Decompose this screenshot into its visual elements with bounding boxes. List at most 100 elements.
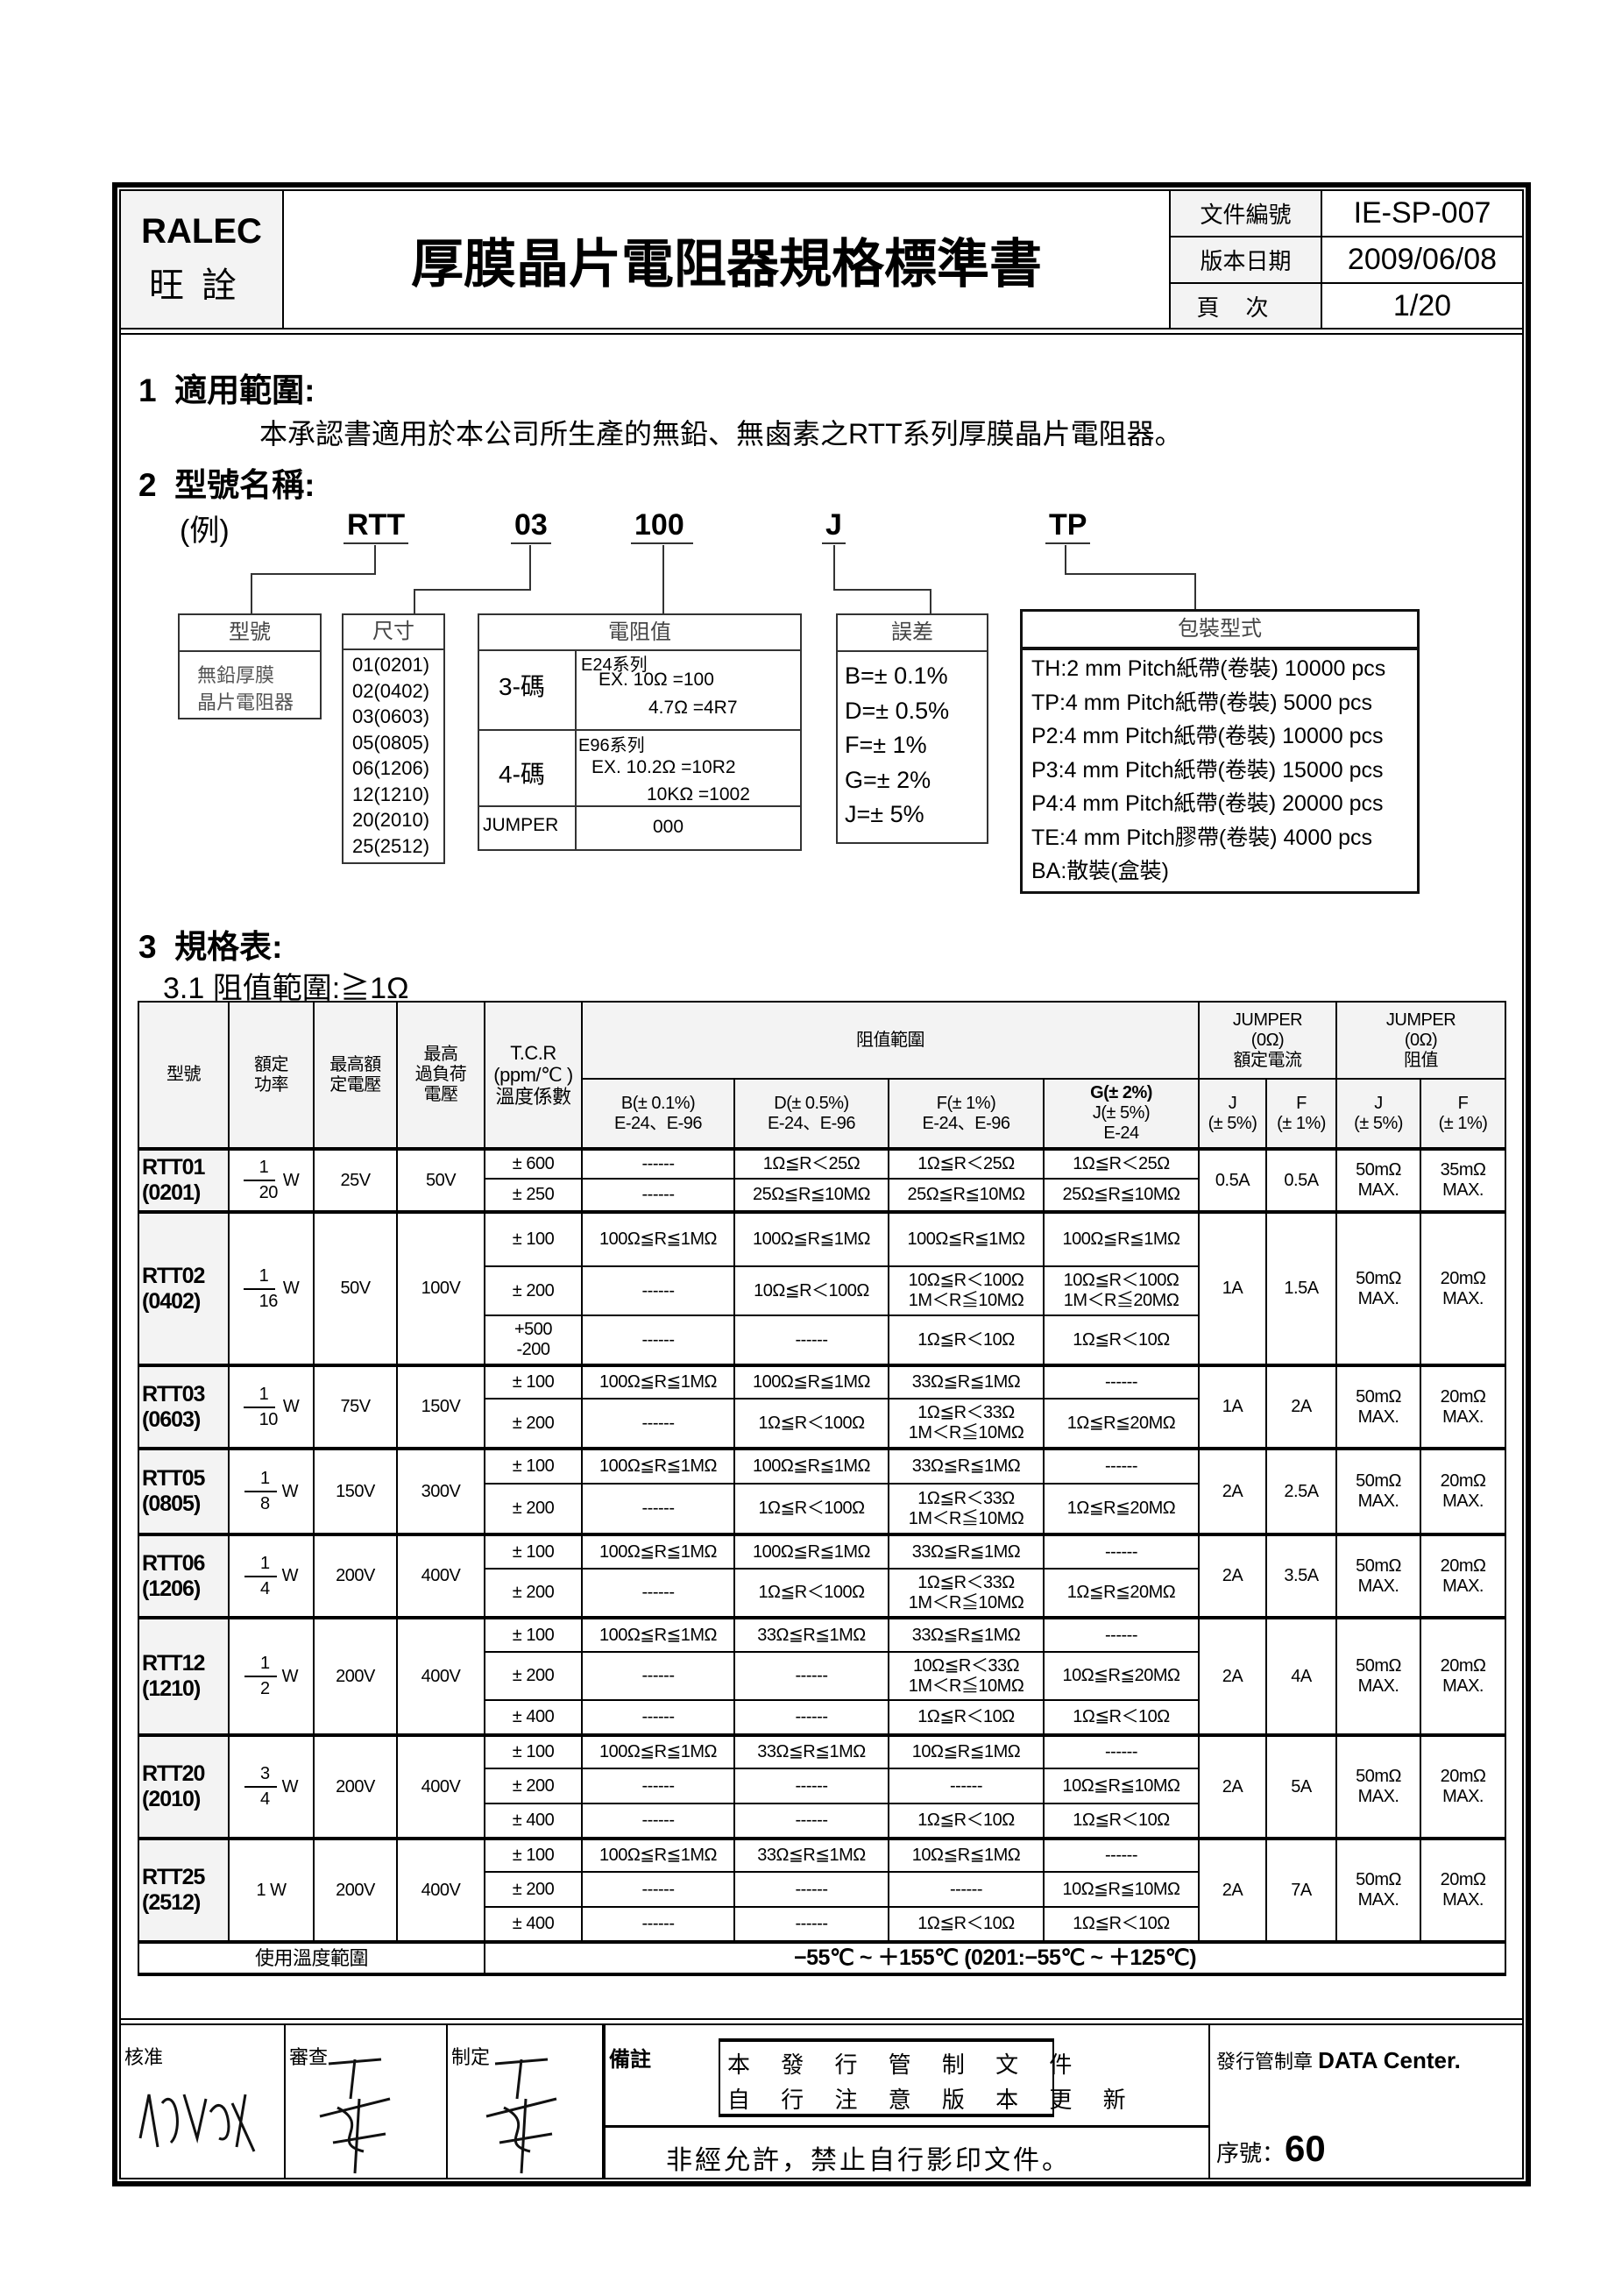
range-cell-f: 1Ω≦R＜10Ω: [888, 1699, 1045, 1736]
section1-heading: 1 適用範圍:: [138, 364, 315, 411]
packaging-box: 包裝型式 TH:2 mm Pitch紙帶(卷裝) 10000 pcs TP:4 m…: [1020, 609, 1420, 894]
range-cell-g: 1Ω≦R＜10Ω: [1043, 1315, 1200, 1366]
tcr-cell: +500 -200: [484, 1315, 583, 1366]
range-cell-b: ------: [581, 1568, 735, 1619]
range-cell-b: 100Ω≦R≦1MΩ: [581, 1210, 735, 1267]
power-numerator: 1: [243, 1385, 276, 1408]
voltage-cell: 200V: [313, 1733, 398, 1839]
tolerance-item: J=± 5%: [845, 801, 924, 827]
jumper-current-f: 5A: [1264, 1733, 1338, 1839]
tcr-cell: ± 400: [484, 1699, 583, 1736]
range-cell-d: 25Ω≦R≦10MΩ: [733, 1178, 889, 1213]
jumper-current-f: 1.5A: [1264, 1210, 1338, 1366]
tolerance-box-title: 誤差: [838, 615, 987, 652]
range-cell-d: ------: [733, 1906, 889, 1943]
range-cell-d: ------: [733, 1768, 889, 1804]
range-cell-g: 1Ω≦R≦20MΩ: [1043, 1568, 1200, 1619]
example-part-series: RTT: [344, 508, 409, 544]
jumper-res-j: 50mΩ MAX.: [1335, 1837, 1422, 1943]
serial-number: 序號：60: [1216, 2128, 1326, 2170]
table-row: +500 -200 ------ ------ 1Ω≦R＜10Ω 1Ω≦R＜10Ω: [138, 1315, 1505, 1366]
example-part-tolerance: J: [822, 508, 846, 544]
jumper-res-j: 50mΩ MAX.: [1335, 1533, 1422, 1619]
header-jumper-current-j: J (± 5%): [1198, 1078, 1267, 1150]
header-power: 額定 功率: [228, 1001, 315, 1150]
range-cell-b: ------: [581, 1768, 735, 1804]
packaging-item: P3:4 mm Pitch紙帶(卷裝) 15000 pcs: [1031, 757, 1384, 783]
voltage-cell: 50V: [313, 1210, 398, 1366]
control-stamp-box: 本 發 行 管 制 文 件 自 行 注 意 版 本 更 新: [719, 2038, 1126, 2117]
range-cell-b: 100Ω≦R≦1MΩ: [581, 1837, 735, 1873]
voltage-cell: 200V: [313, 1533, 398, 1619]
range-cell-g: ------: [1043, 1733, 1200, 1769]
jumper-current-f: 2.5A: [1264, 1447, 1338, 1535]
tcr-cell: ± 100: [484, 1210, 583, 1267]
tcr-cell: ± 400: [484, 1803, 583, 1839]
range-cell-g: ------: [1043, 1616, 1200, 1653]
range-cell-f: 33Ω≦R≦1MΩ: [888, 1447, 1045, 1485]
e96-series: E96系列: [578, 736, 645, 755]
jumper-current-j: 1A: [1198, 1210, 1267, 1366]
jumper-current-f: 3.5A: [1264, 1533, 1338, 1619]
power-numerator: 1: [244, 1469, 277, 1492]
range-cell-g: ------: [1043, 1533, 1200, 1570]
range-cell-g: ------: [1043, 1364, 1200, 1400]
table-row: RTT20 (2010) 3 4 W 200V 400V ± 100 100Ω≦R≦1MΩ 33…: [138, 1733, 1507, 1839]
packaging-box-title: 包裝型式: [1023, 612, 1417, 650]
range-cell-g: 100Ω≦R≦1MΩ: [1043, 1210, 1200, 1267]
range-cell-d: 1Ω≦R＜100Ω: [733, 1483, 889, 1535]
header-f: F(± 1%) E-24、E-96: [888, 1078, 1045, 1150]
example-label: (例): [180, 514, 230, 548]
range-cell-b: ------: [581, 1178, 735, 1213]
size-box-title: 尺寸: [344, 615, 443, 650]
power-cell: 1 W: [228, 1837, 315, 1943]
power-numerator: 1: [243, 1158, 276, 1181]
example-part-packaging: TP: [1045, 508, 1091, 544]
e24-example-1: EX. 10Ω =100: [599, 670, 714, 690]
power-unit: W: [282, 1397, 300, 1416]
review-label: 審查: [289, 2046, 329, 2068]
tcr-cell: ± 200: [484, 1568, 583, 1619]
control-value: DATA Center.: [1318, 2047, 1461, 2073]
range-cell-g: 1Ω≦R＜25Ω: [1043, 1147, 1200, 1180]
fraction: 1 16: [243, 1266, 278, 1312]
jumper-res-j: 50mΩ MAX.: [1335, 1733, 1422, 1839]
size-item: 05(0805): [352, 731, 430, 754]
jumper-res-f: 35mΩ MAX.: [1420, 1147, 1507, 1213]
copy-notice: 非經允許，禁止自行影印文件。: [666, 2146, 1071, 2175]
reviewer-signature: [319, 2058, 391, 2174]
section-title: 規格表:: [174, 929, 283, 965]
power-value: 1 W: [256, 1880, 287, 1900]
table-row: ± 200 ------ ------ 10Ω≦R＜33Ω 1M＜R≦10MΩ 10Ω≦…: [138, 1651, 1505, 1701]
power-fraction: 1 20 W: [243, 1158, 300, 1203]
preparer-signature: [485, 2058, 557, 2174]
size-item: 03(0603): [352, 705, 430, 727]
jumper-res-j: 50mΩ MAX.: [1335, 1364, 1422, 1449]
range-cell-f: 1Ω≦R＜10Ω: [888, 1803, 1045, 1839]
power-numerator: 1: [244, 1554, 277, 1577]
type-box-content: 無鉛厚膜 晶片電阻器: [197, 664, 294, 713]
control-label: 發行管制章: [1216, 2051, 1314, 2073]
table-row: ± 200 ------ ------ ------ 10Ω≦R≦10MΩ: [138, 1871, 1505, 1908]
fraction: 1 10: [243, 1385, 278, 1430]
size-item: 06(1206): [352, 757, 430, 779]
packaging-item: TE:4 mm Pitch膠帶(卷裝) 4000 pcs: [1031, 825, 1372, 850]
table-row: ± 200 ------ 1Ω≦R＜100Ω 1Ω≦R＜33Ω 1M＜R≦10MΩ 1Ω…: [138, 1398, 1505, 1449]
jumper-current-j: 2A: [1198, 1447, 1267, 1535]
range-cell-b: ------: [581, 1803, 735, 1839]
range-cell-b: 100Ω≦R≦1MΩ: [581, 1533, 735, 1570]
jumper-current-f: 4A: [1264, 1616, 1338, 1736]
range-cell-d: 1Ω≦R＜100Ω: [733, 1568, 889, 1619]
tcr-cell: ± 100: [484, 1733, 583, 1769]
page-label: 頁次: [1169, 282, 1322, 330]
power-unit: W: [281, 1666, 299, 1686]
serial-label: 序號：: [1216, 2140, 1286, 2166]
power-numerator: 1: [243, 1266, 276, 1290]
range-cell-d: ------: [733, 1803, 889, 1839]
remark-label: 備註: [609, 2048, 651, 2072]
jumper-res-f: 20mΩ MAX.: [1420, 1837, 1507, 1943]
